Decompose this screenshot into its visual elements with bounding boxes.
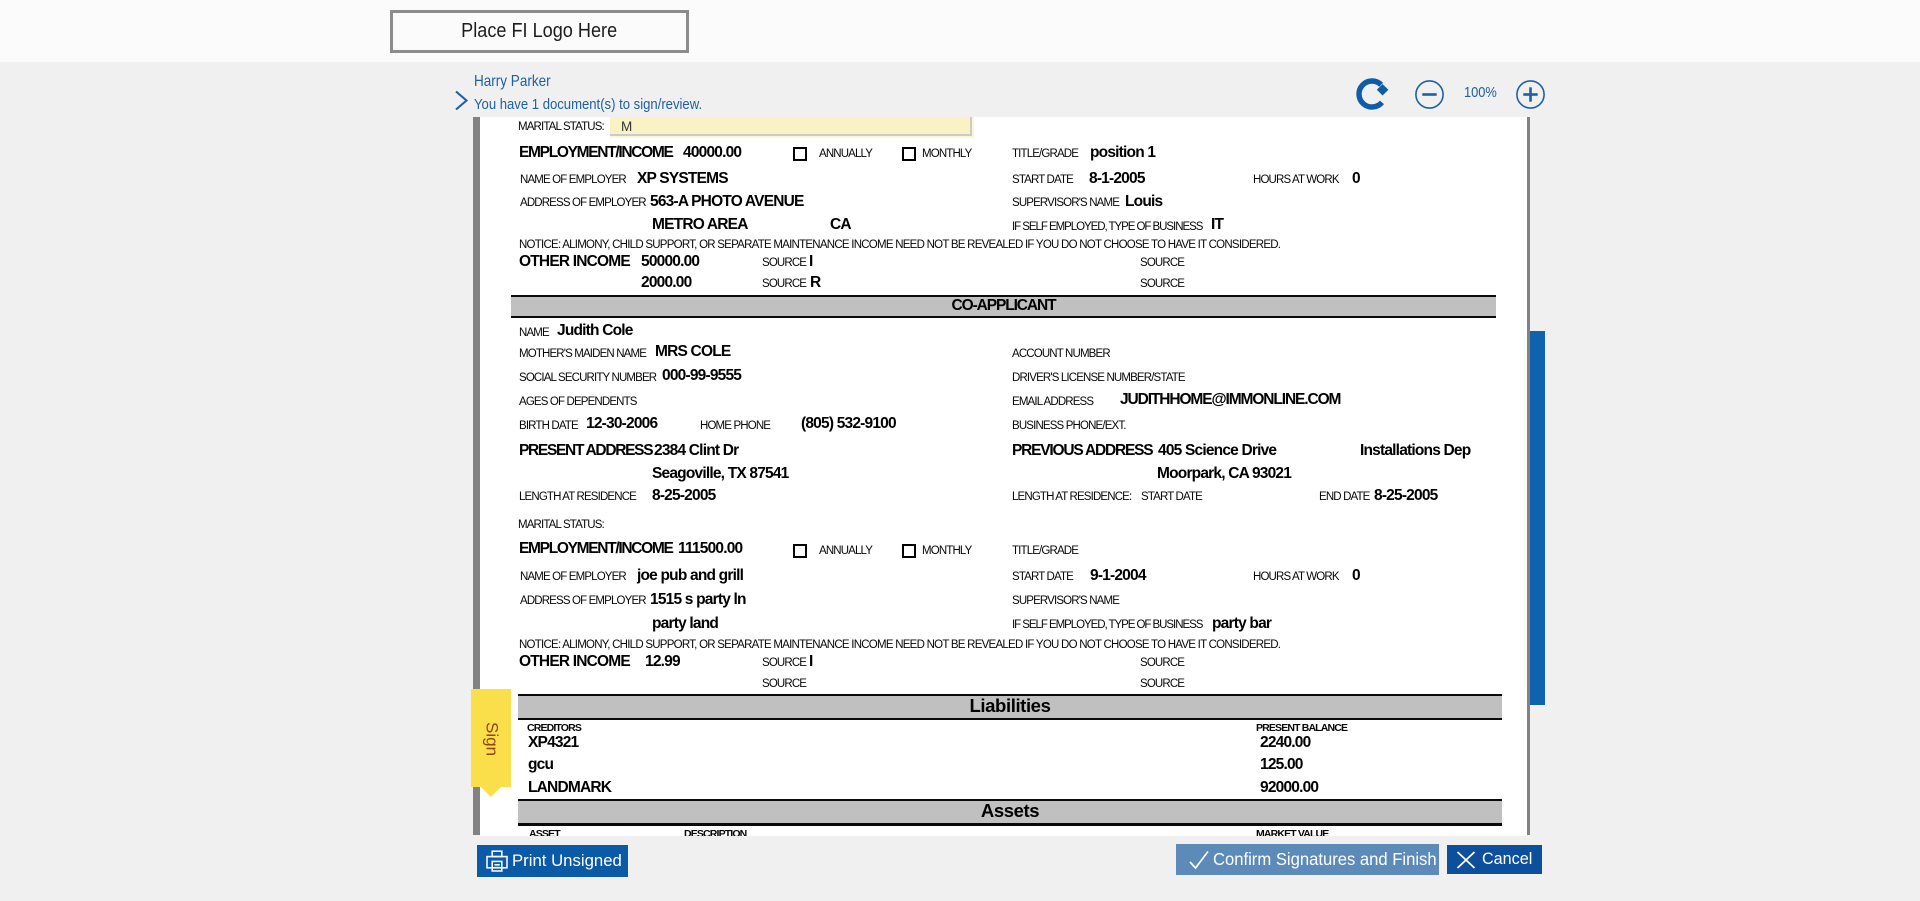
svg-text:Sign: Sign	[483, 722, 502, 756]
